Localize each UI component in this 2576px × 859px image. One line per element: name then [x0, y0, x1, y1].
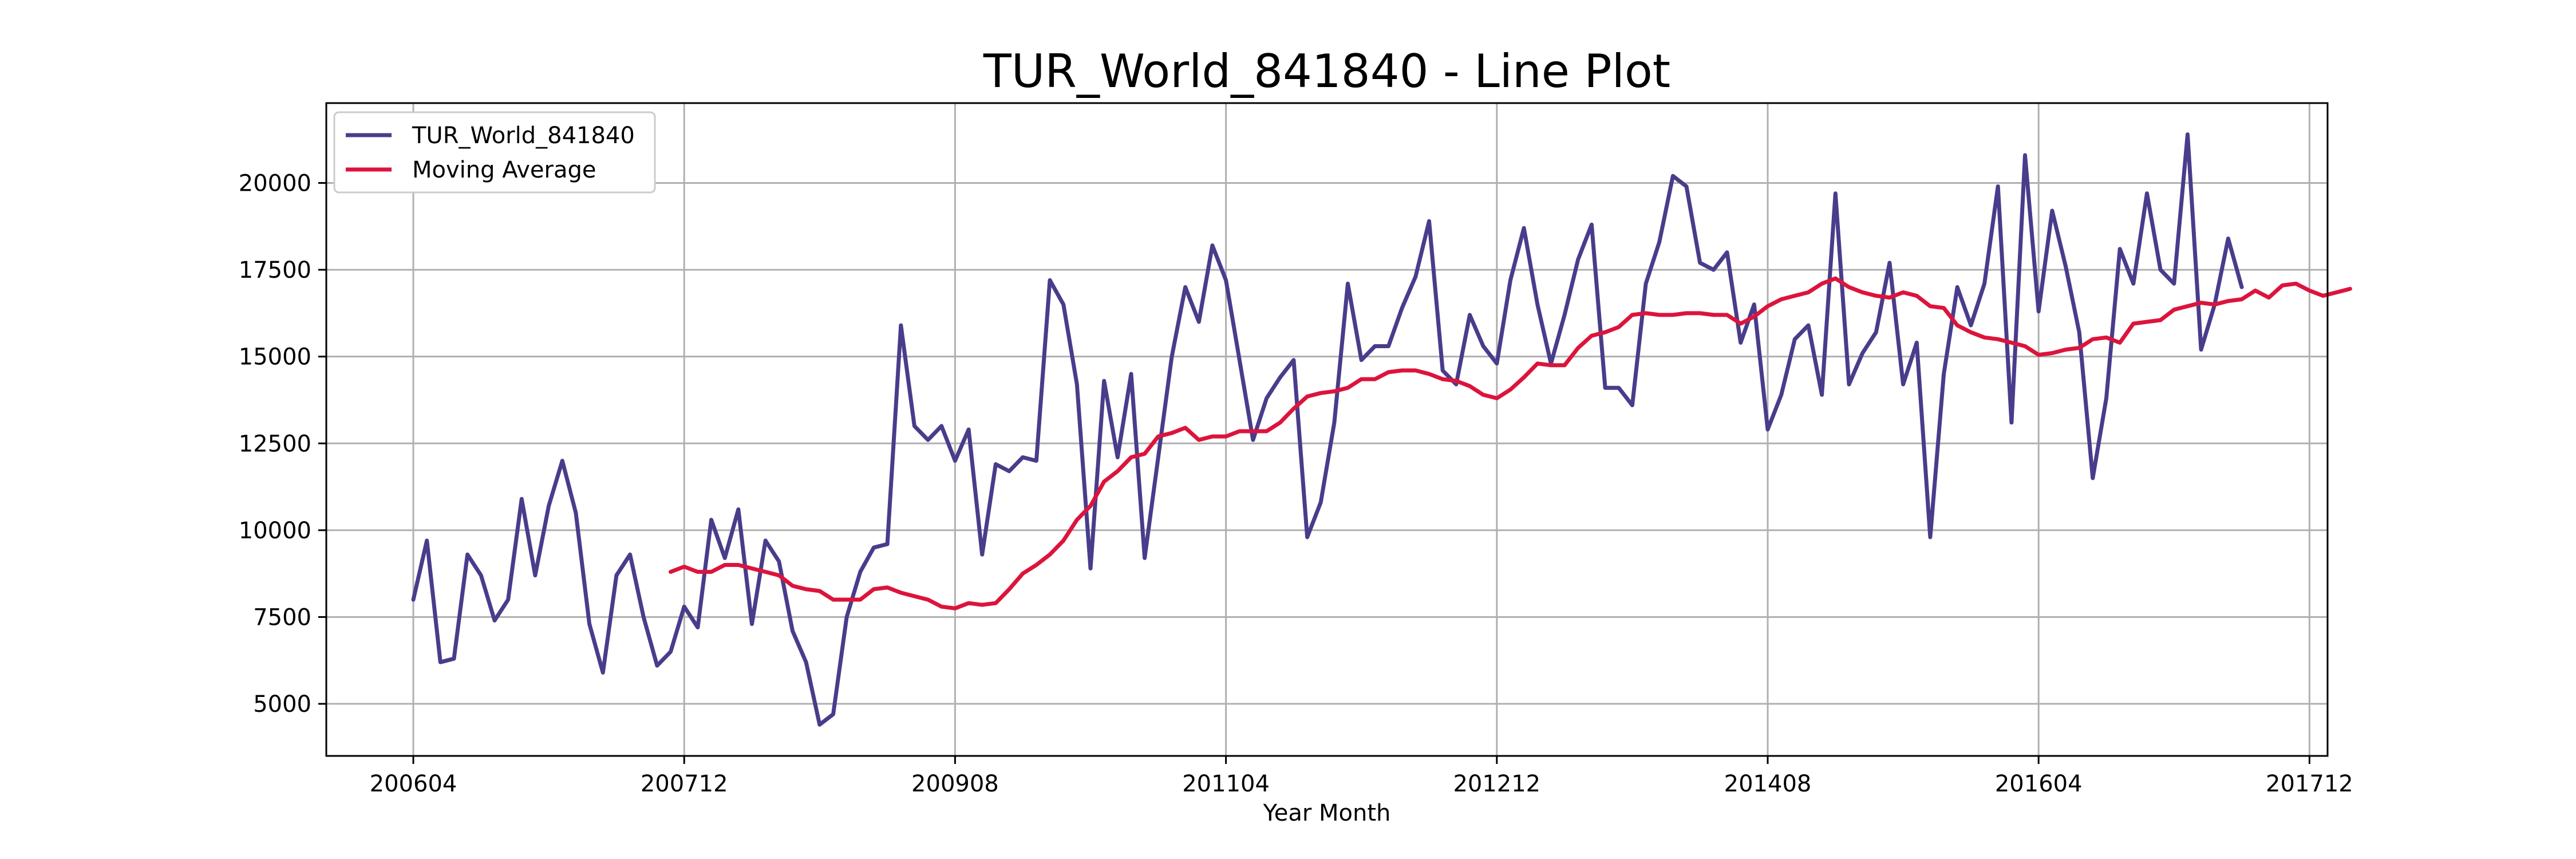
chart-title: TUR_World_841840 - Line Plot — [983, 45, 1670, 98]
x-tick-label: 201712 — [2266, 771, 2353, 797]
y-tick-label: 20000 — [239, 170, 311, 196]
grid — [326, 103, 2328, 756]
y-tick-label: 12500 — [239, 431, 311, 457]
x-tick-label: 201604 — [1995, 771, 2083, 797]
x-tick-label: 200604 — [370, 771, 457, 797]
x-tick-label: 201212 — [1453, 771, 1540, 797]
x-tick-label: 200908 — [911, 771, 999, 797]
x-tick-label: 201104 — [1182, 771, 1270, 797]
legend: TUR_World_841840 Moving Average — [333, 111, 656, 194]
x-axis-ticks: 200604 200712 200908 201104 201212 201408 2016… — [370, 756, 2353, 797]
y-axis-ticks: 5000 7500 10000 12500 15000 17500 20000 — [239, 170, 326, 718]
legend-label-series: TUR_World_841840 — [412, 123, 635, 149]
y-tick-label: 17500 — [239, 257, 311, 283]
legend-box — [333, 111, 656, 194]
y-tick-label: 15000 — [239, 344, 311, 371]
x-axis-label: Year Month — [1263, 800, 1391, 826]
x-tick-label: 200712 — [641, 771, 728, 797]
y-tick-label: 10000 — [239, 518, 311, 544]
plot-frame — [325, 102, 2329, 757]
x-tick-label: 201408 — [1724, 771, 1812, 797]
legend-label-moving-average: Moving Average — [412, 157, 596, 183]
y-tick-label: 7500 — [253, 604, 311, 631]
series-line-moving-average — [669, 276, 2352, 610]
series-line-tur-world — [411, 132, 2244, 727]
series-layer — [411, 132, 2352, 727]
y-tick-label: 5000 — [253, 691, 311, 718]
